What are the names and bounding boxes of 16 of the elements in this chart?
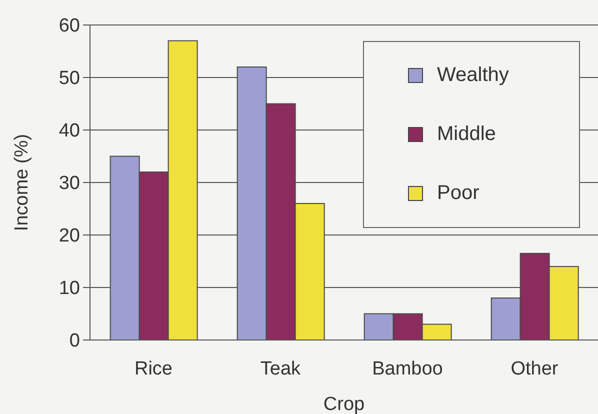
x-tick-label: Bamboo xyxy=(372,358,443,380)
y-tick-label: 0 xyxy=(69,330,80,352)
y-tick-label: 10 xyxy=(58,278,80,300)
y-tick-label: 40 xyxy=(58,120,80,142)
x-tick-label: Teak xyxy=(260,358,302,380)
y-tick-label: 30 xyxy=(58,173,80,194)
x-axis-title: Crop xyxy=(323,394,365,414)
legend-label: Poor xyxy=(437,182,480,205)
x-tick-label: Other xyxy=(510,358,559,380)
x-tick-label: Rice xyxy=(134,358,173,380)
legend-label: Wealthy xyxy=(437,64,509,87)
y-tick-label: 60 xyxy=(58,16,80,37)
y-tick-label: 50 xyxy=(58,68,80,90)
y-axis-title: Income (%) xyxy=(12,134,32,232)
legend-label: Middle xyxy=(437,123,496,146)
y-tick-label: 20 xyxy=(58,226,80,247)
